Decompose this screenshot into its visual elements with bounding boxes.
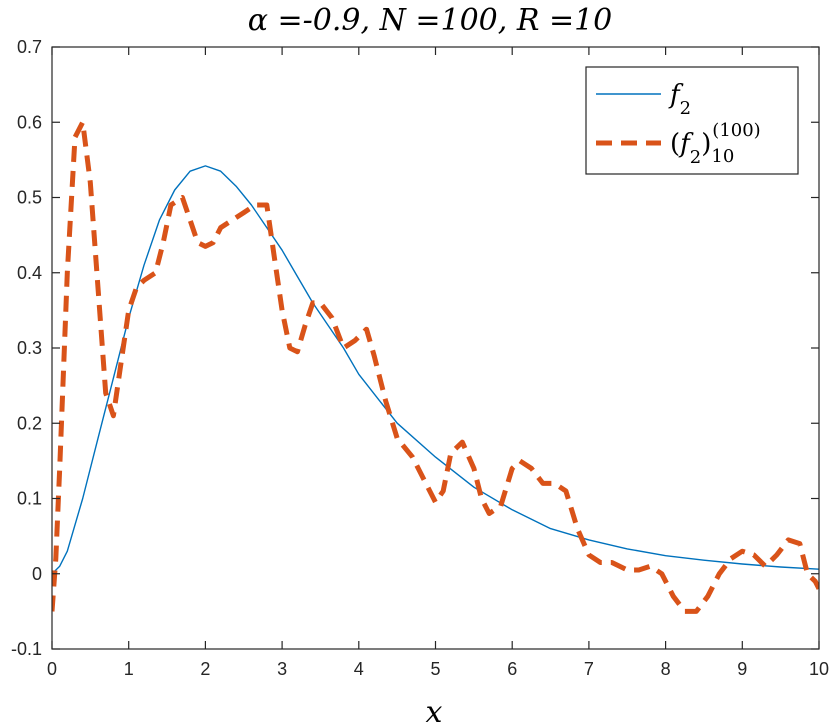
y-tick-label: 0.6 — [17, 112, 42, 132]
series-line-2 — [52, 119, 819, 614]
y-tick-label: 0.5 — [17, 188, 42, 208]
plot-area — [52, 119, 819, 614]
legend-box — [585, 66, 799, 175]
x-tick-label: 0 — [47, 659, 57, 679]
x-axis-label: x — [426, 695, 443, 724]
x-tick-label: 6 — [507, 659, 517, 679]
x-tick-label: 2 — [200, 659, 210, 679]
chart-title: α =-0.9, N =100, R =10 — [248, 3, 613, 38]
x-tick-label: 4 — [354, 659, 364, 679]
x-tick-label: 8 — [661, 659, 671, 679]
x-tick-label: 10 — [809, 659, 829, 679]
x-tick-label: 1 — [124, 659, 134, 679]
y-tick-label: 0.7 — [17, 37, 42, 57]
y-tick-label: 0.2 — [17, 413, 42, 433]
y-tick-label: 0.4 — [17, 263, 42, 283]
y-tick-label: 0.1 — [17, 489, 42, 509]
x-tick-label: 5 — [430, 659, 440, 679]
y-tick-label: -0.1 — [11, 639, 42, 659]
x-tick-label: 3 — [277, 659, 287, 679]
x-tick-label: 9 — [737, 659, 747, 679]
y-tick-label: 0.3 — [17, 338, 42, 358]
x-tick-label: 7 — [584, 659, 594, 679]
axes: 0 1 2 3 4 5 6 7 8 9 10-0.100.10.20.30.40.50.60.7 — [11, 37, 829, 679]
legend: f2(f2)10(100) — [585, 66, 799, 175]
y-tick-label: 0 — [32, 564, 42, 584]
